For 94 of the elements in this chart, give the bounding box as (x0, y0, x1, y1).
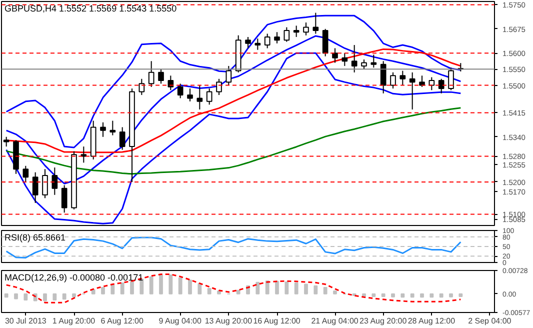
candlestick (351, 44, 358, 73)
bar (178, 277, 182, 294)
bar (188, 280, 192, 294)
candlestick (361, 59, 367, 70)
x-tick-label: 9 Aug 04:00 (158, 316, 202, 326)
bar (284, 282, 289, 294)
bar (236, 290, 240, 294)
candlestick (100, 122, 106, 138)
candlestick (312, 12, 319, 34)
x-tick-label: 16 Aug 12:00 (253, 316, 301, 326)
bar (91, 289, 96, 294)
bar (24, 293, 28, 301)
bar (168, 274, 173, 294)
candlestick (438, 78, 444, 94)
bar (323, 286, 328, 294)
line-series (6, 52, 462, 224)
bar (159, 274, 163, 294)
candlestick (61, 184, 68, 214)
bar (449, 293, 453, 298)
candlestick (148, 60, 154, 88)
candlestick (419, 75, 425, 88)
bar (140, 278, 144, 294)
bar (362, 293, 366, 297)
x-tick-label: 23 Aug 20:00 (360, 316, 408, 326)
bar (217, 290, 221, 294)
x-tick-label: 2 Sep 04:00 (468, 316, 512, 326)
bar (458, 293, 463, 298)
candlestick (158, 68, 164, 84)
candlestick (42, 168, 48, 199)
chart-title: MACD(12,26,9) -0.00080 -0.00171 (4, 272, 144, 282)
candlestick (322, 28, 328, 57)
bar (256, 282, 260, 294)
bar (130, 280, 134, 294)
x-tick-label: 1 Aug 20:00 (52, 316, 96, 326)
candlestick (177, 83, 184, 99)
chart-title: GBPUSD,H4 1.5552 1.5569 1.5543 1.5550 (4, 4, 177, 14)
bar (294, 282, 298, 294)
x-tick-label: 21 Aug 04:00 (311, 316, 359, 326)
candlestick (119, 126, 126, 150)
candlestick (196, 84, 203, 110)
bar (314, 285, 318, 294)
bar (14, 293, 18, 300)
candlestick (274, 32, 280, 44)
candlestick (216, 78, 222, 96)
candlestick (52, 166, 58, 196)
bar (4, 293, 8, 298)
bar (120, 282, 124, 294)
bar (430, 293, 434, 298)
bar (400, 293, 405, 298)
bar (110, 284, 115, 294)
candlestick (226, 65, 232, 86)
bar (62, 293, 66, 300)
candlestick (332, 48, 338, 64)
candlestick (254, 38, 261, 50)
candlestick (110, 120, 116, 136)
x-tick-label: 6 Aug 12:00 (100, 316, 144, 326)
candlestick (264, 33, 270, 49)
bar (43, 293, 47, 302)
candlestick (303, 22, 309, 36)
bar (420, 293, 424, 298)
line-series (6, 107, 462, 175)
line-series (6, 274, 462, 304)
candlestick (22, 165, 29, 182)
bar (410, 293, 414, 298)
candlestick (448, 67, 454, 91)
candlestick (409, 72, 416, 110)
bar (304, 284, 308, 294)
bar (275, 280, 279, 294)
candlestick (380, 60, 386, 94)
bar (391, 293, 395, 298)
candlestick (293, 25, 300, 38)
candlestick (400, 70, 406, 86)
x-tick-label: 28 Aug 12:00 (408, 316, 456, 326)
bar (198, 283, 202, 294)
candlestick (245, 36, 251, 49)
candlestick (342, 52, 348, 66)
bar (207, 288, 212, 294)
candlestick (32, 172, 38, 204)
bar (72, 293, 76, 298)
candlestick (390, 72, 396, 90)
bar (333, 290, 337, 294)
bar (381, 293, 386, 298)
chart-title: RSI(8) 65.8661 (4, 232, 66, 242)
bar (52, 293, 57, 301)
candlestick (284, 26, 290, 42)
x-tick-label: 13 Aug 20:00 (204, 316, 253, 326)
candlestick (370, 54, 377, 68)
bar (101, 286, 105, 294)
x-tick-label: 30 Jul 2013 (4, 316, 47, 326)
candlestick (187, 88, 193, 102)
bar (149, 276, 154, 294)
candlestick (206, 88, 212, 106)
bar (439, 293, 444, 298)
bar (372, 293, 376, 298)
